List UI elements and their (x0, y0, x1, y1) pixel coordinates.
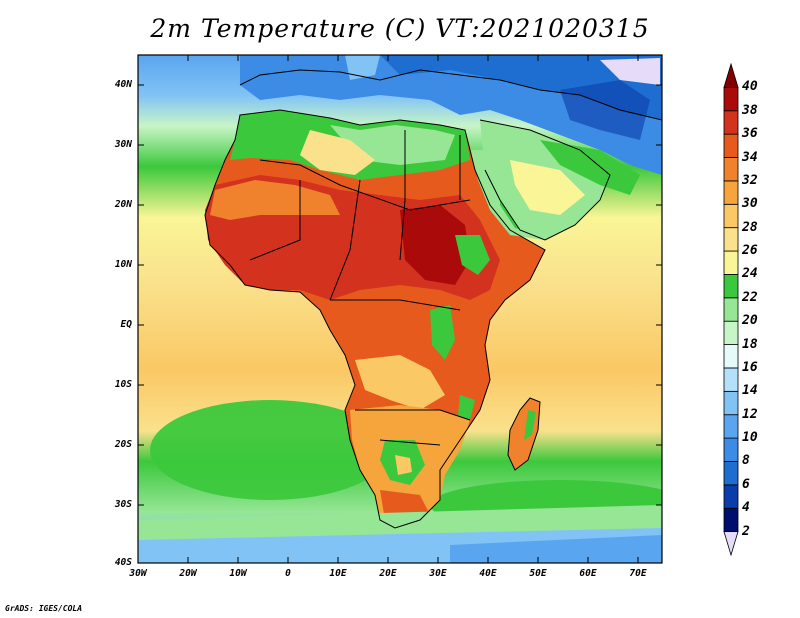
colorbar-label: 28 (742, 219, 758, 235)
colorbar-segment (723, 484, 739, 509)
map-field (138, 55, 662, 563)
colorbar-label: 6 (742, 476, 750, 492)
lat-label-30s: 30S (114, 499, 132, 510)
colorbar-segment (723, 344, 739, 369)
colorbar-label: 26 (742, 243, 758, 259)
colorbar-label: 22 (742, 289, 758, 305)
map-outlines (204, 69, 662, 529)
lon-label-30e: 30E (429, 568, 447, 579)
lon-label-60e: 60E (579, 568, 597, 579)
colorbar-segment (723, 320, 739, 345)
colorbar-segment (723, 367, 739, 392)
colorbar-segment (723, 203, 739, 229)
lon-label-50e: 50E (529, 568, 547, 579)
colorbar-label: 2 (742, 523, 750, 539)
colorbar-label: 24 (742, 266, 758, 282)
colorbar-segment (723, 507, 739, 533)
colorbar-label: 4 (742, 500, 750, 516)
colorbar-segment (723, 461, 739, 486)
lon-label-0: 0 (285, 568, 291, 579)
colorbar-segment (723, 437, 739, 462)
lat-label-40s: 40S (114, 557, 132, 568)
colorbar-label: 40 (742, 79, 758, 95)
lat-label-20n: 20N (114, 199, 132, 210)
colorbar-label: 30 (742, 196, 758, 212)
axis-ticks (138, 55, 662, 563)
colorbar-label: 10 (742, 430, 758, 446)
colorbar-segment (723, 133, 739, 158)
plot-frame (137, 54, 663, 564)
colorbar-label: 34 (742, 149, 758, 165)
lon-label-20e: 20E (379, 568, 397, 579)
colorbar-label: 18 (742, 336, 758, 352)
colorbar-label: 32 (742, 172, 758, 188)
colorbar-segment (723, 180, 739, 205)
colorbar-segment (723, 157, 739, 182)
colorbar-segment (723, 250, 739, 275)
colorbar-label: 14 (742, 383, 758, 399)
lon-label-10w: 10W (229, 568, 247, 579)
colorbar-segment (723, 86, 739, 112)
colorbar-label: 16 (742, 359, 758, 375)
lat-label-10n: 10N (114, 259, 132, 270)
lon-label-40e: 40E (479, 568, 497, 579)
colorbar-label: 36 (742, 126, 758, 142)
lon-label-20w: 20W (179, 568, 197, 579)
lat-label-eq: EQ (120, 319, 132, 330)
colorbar-segment (723, 390, 739, 416)
lat-label-30n: 30N (114, 139, 132, 150)
lon-label-10e: 10E (329, 568, 347, 579)
lon-label-30w: 30W (129, 568, 147, 579)
colorbar-segment (723, 297, 739, 322)
lat-label-40n: 40N (114, 79, 132, 90)
colorbar-segment (723, 110, 739, 135)
colorbar-bottom-triangle (723, 531, 739, 557)
colorbar-top-triangle (723, 62, 739, 88)
colorbar-label: 12 (742, 406, 758, 422)
credit-text: GrADS: IGES/COLA (5, 604, 83, 613)
chart-title: 2m Temperature (C) VT:2021020315 (150, 14, 650, 43)
colorbar-label: 38 (742, 102, 758, 118)
colorbar-segment (723, 274, 739, 299)
lat-label-20s: 20S (114, 439, 132, 450)
lon-label-70e: 70E (629, 568, 647, 579)
colorbar-label: 8 (742, 453, 750, 469)
lat-label-10s: 10S (114, 379, 132, 390)
colorbar-label: 20 (742, 313, 758, 329)
colorbar-segment (723, 414, 739, 439)
colorbar-segment (723, 227, 739, 252)
